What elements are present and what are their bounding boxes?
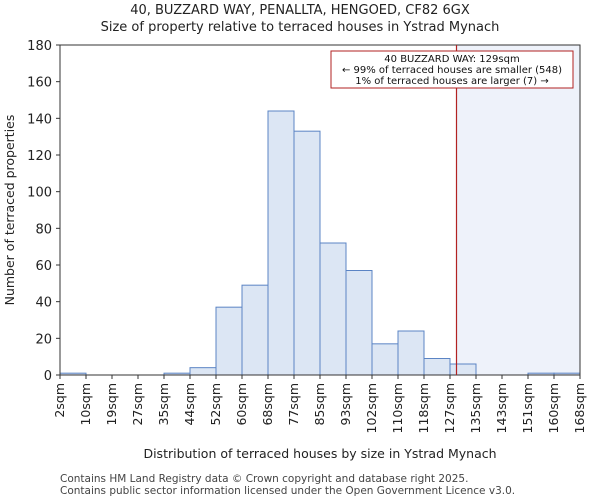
y-tick-label: 180 [27,39,52,54]
highlight-region [456,45,580,375]
x-tick-label: 35sqm [156,383,171,426]
annotation-line: 1% of terraced houses are larger (7) → [355,76,549,87]
x-tick-label: 68sqm [260,383,275,426]
histogram-bar [241,284,269,376]
histogram-bar [319,242,347,376]
y-tick-label: 20 [35,332,52,347]
x-tick-label: 127sqm [442,383,457,433]
histogram-bar [215,306,243,376]
x-tick-label: 110sqm [390,383,405,433]
chart-subtitle: Size of property relative to terraced ho… [100,20,500,35]
x-tick-label: 93sqm [338,383,353,426]
y-tick-label: 120 [27,149,52,164]
y-axis-label: Number of terraced properties [2,115,17,306]
x-tick-label: 2sqm [52,383,67,418]
x-tick-label: 143sqm [494,383,509,433]
y-tick-label: 40 [35,296,52,311]
annotation-line: ← 99% of terraced houses are smaller (54… [342,65,562,76]
histogram-bar [371,343,399,376]
x-tick-label: 102sqm [364,383,379,433]
y-tick-label: 140 [27,112,52,127]
y-tick-label: 160 [27,76,52,91]
histogram-bar [189,367,217,376]
y-tick-label: 100 [27,186,52,201]
x-tick-label: 77sqm [286,383,301,426]
x-tick-label: 27sqm [130,383,145,426]
y-tick-label: 80 [35,222,52,237]
histogram-bar [293,130,321,376]
histogram-bar [267,110,295,376]
histogram-bar [449,363,477,376]
x-tick-label: 168sqm [572,383,587,433]
x-tick-label: 160sqm [546,383,561,433]
x-tick-label: 19sqm [104,383,119,426]
x-tick-label: 52sqm [208,383,223,426]
y-tick-label: 0 [44,369,52,384]
histogram-bar [345,270,373,376]
footer-copyright: Contains HM Land Registry data © Crown c… [60,473,469,485]
x-tick-label: 44sqm [182,383,197,426]
y-tick-label: 60 [35,259,52,274]
x-tick-label: 118sqm [416,383,431,433]
x-tick-label: 135sqm [468,383,483,433]
x-tick-label: 85sqm [312,383,327,426]
histogram-bar [397,330,425,376]
annotation-line: 40 BUZZARD WAY: 129sqm [384,54,519,65]
histogram-chart: 0 20 40 60 80 100 120 140 160 180 2sqm 10sqm 19sqm 27… [2,39,587,461]
x-tick-label: 151sqm [520,383,535,433]
chart-title: 40, BUZZARD WAY, PENALLTA, HENGOED, CF82… [130,3,470,18]
annotation-box [330,50,574,89]
x-tick-label: 60sqm [234,383,249,426]
x-tick-label: 10sqm [78,383,93,426]
histogram-bar [423,358,451,376]
footer-licence: Contains public sector information licen… [60,485,516,497]
x-axis-label: Distribution of terraced houses by size … [143,446,496,461]
